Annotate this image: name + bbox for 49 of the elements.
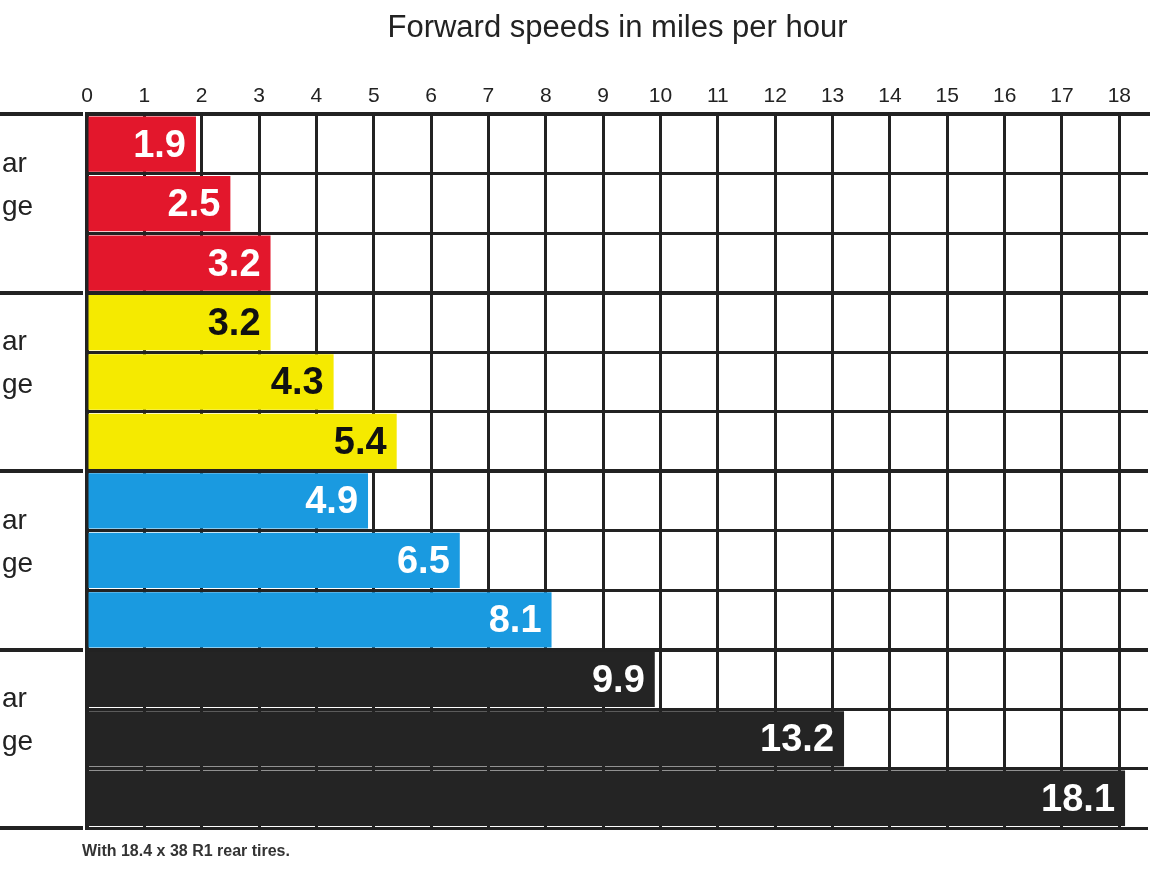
- text: ge: [2, 368, 34, 400]
- x-tick-label: 10: [648, 82, 673, 106]
- text: ge: [2, 546, 34, 578]
- bar: [88, 473, 369, 529]
- x-tick-label: 0: [81, 82, 93, 106]
- bar: [88, 175, 231, 232]
- x-tick-label: 3: [253, 82, 265, 106]
- x-tick-label: 15: [935, 82, 959, 106]
- x-tick-label: 13: [820, 82, 845, 106]
- bar: [88, 294, 271, 351]
- data-label: 8.1: [488, 598, 542, 641]
- data-label: 9.9: [591, 657, 645, 700]
- data-label: 4.9: [305, 479, 359, 522]
- text: ge: [2, 189, 34, 221]
- x-tick-label: 2: [195, 82, 208, 106]
- data-label: 4.3: [270, 360, 324, 403]
- x-tick-label: 11: [706, 82, 729, 106]
- text: ar: [2, 325, 27, 357]
- text: ar: [2, 503, 27, 535]
- bar: [88, 354, 334, 410]
- data-label: 3.2: [207, 301, 261, 344]
- x-tick-label: 17: [1050, 82, 1074, 106]
- data-label: 6.5: [396, 538, 450, 581]
- data-label: 18.1: [1041, 776, 1116, 819]
- text: With 18.4 x 38 R1 rear tires.: [82, 842, 290, 860]
- text: ar: [2, 682, 27, 714]
- data-label: 3.2: [207, 241, 261, 284]
- x-tick-label: 18: [1107, 82, 1131, 106]
- x-tick-label: 9: [597, 82, 610, 106]
- x-tick-label: 5: [367, 82, 380, 106]
- data-label: 5.4: [333, 419, 387, 462]
- x-tick-label: 7: [482, 82, 495, 106]
- x-tick-label: 16: [992, 82, 1017, 106]
- text: ar: [2, 146, 27, 178]
- x-axis-title: Forward speeds in miles per hour: [387, 9, 848, 45]
- data-label: 1.9: [133, 122, 186, 165]
- bar: [88, 413, 397, 470]
- text: ge: [2, 725, 34, 757]
- bar: [88, 116, 196, 172]
- x-tick-label: 6: [425, 82, 437, 106]
- x-tick-label: 12: [763, 82, 787, 106]
- bar: [88, 235, 271, 291]
- x-tick-label: 4: [310, 82, 323, 106]
- x-tick-label: 8: [539, 82, 552, 106]
- x-tick-label: 1: [138, 82, 151, 106]
- x-tick-label: 14: [878, 82, 902, 106]
- data-label: 2.5: [167, 182, 221, 225]
- data-label: 13.2: [760, 717, 835, 760]
- bar: [88, 532, 460, 589]
